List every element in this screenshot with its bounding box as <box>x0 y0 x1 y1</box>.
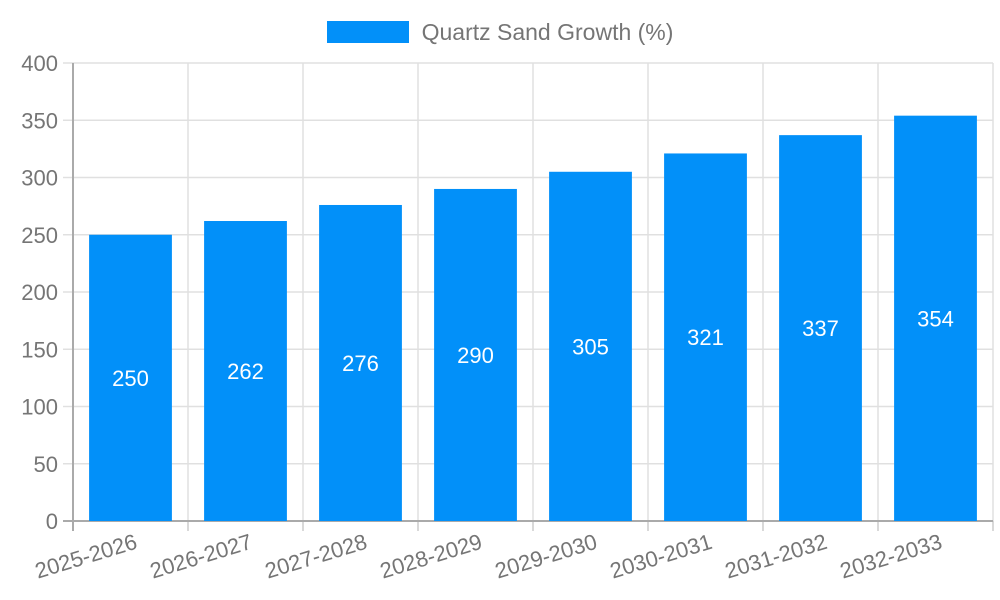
bar-2028-2029[interactable] <box>434 188 517 521</box>
y-tick-label: 300 <box>21 166 58 191</box>
bar-2029-2030[interactable] <box>549 171 632 521</box>
legend-swatch[interactable] <box>326 21 409 43</box>
bar-2030-2031[interactable] <box>664 153 747 521</box>
legend-label: Quartz Sand Growth (%) <box>421 19 674 45</box>
bar-value-label: 262 <box>227 359 264 384</box>
bar-value-label: 354 <box>917 306 954 331</box>
y-tick-label: 50 <box>34 452 58 477</box>
bar-value-label: 250 <box>112 366 149 391</box>
y-tick-label: 200 <box>21 280 58 305</box>
y-tick-label: 350 <box>21 108 58 133</box>
x-axis-label: 2031-2032 <box>722 529 830 584</box>
x-axis-label: 2030-2031 <box>607 529 715 584</box>
bar-2032-2033[interactable] <box>894 115 977 522</box>
bar-2027-2028[interactable] <box>319 204 402 522</box>
bar-value-label: 290 <box>457 343 494 368</box>
x-axis-label: 2026-2027 <box>147 529 255 584</box>
bar-value-label: 321 <box>687 325 724 350</box>
y-tick-label: 400 <box>21 51 58 76</box>
x-axis-label: 2029-2030 <box>492 529 600 584</box>
legend[interactable]: Quartz Sand Growth (%) <box>0 20 1000 44</box>
bar-2031-2032[interactable] <box>779 135 862 521</box>
x-axis-label: 2032-2033 <box>837 529 945 584</box>
y-tick-label: 150 <box>21 337 58 362</box>
bar-value-label: 276 <box>342 351 379 376</box>
y-tick-label: 100 <box>21 395 58 420</box>
x-axis-label: 2027-2028 <box>262 529 370 584</box>
x-axis-label: 2028-2029 <box>377 529 485 584</box>
bar-value-label: 337 <box>802 316 839 341</box>
y-tick-label: 0 <box>46 509 58 534</box>
x-axis-label: 2025-2026 <box>32 529 140 584</box>
bar-2025-2026[interactable] <box>89 234 172 521</box>
y-tick-label: 250 <box>21 223 58 248</box>
bar-value-label: 305 <box>572 334 609 359</box>
bar-2026-2027[interactable] <box>204 221 287 521</box>
